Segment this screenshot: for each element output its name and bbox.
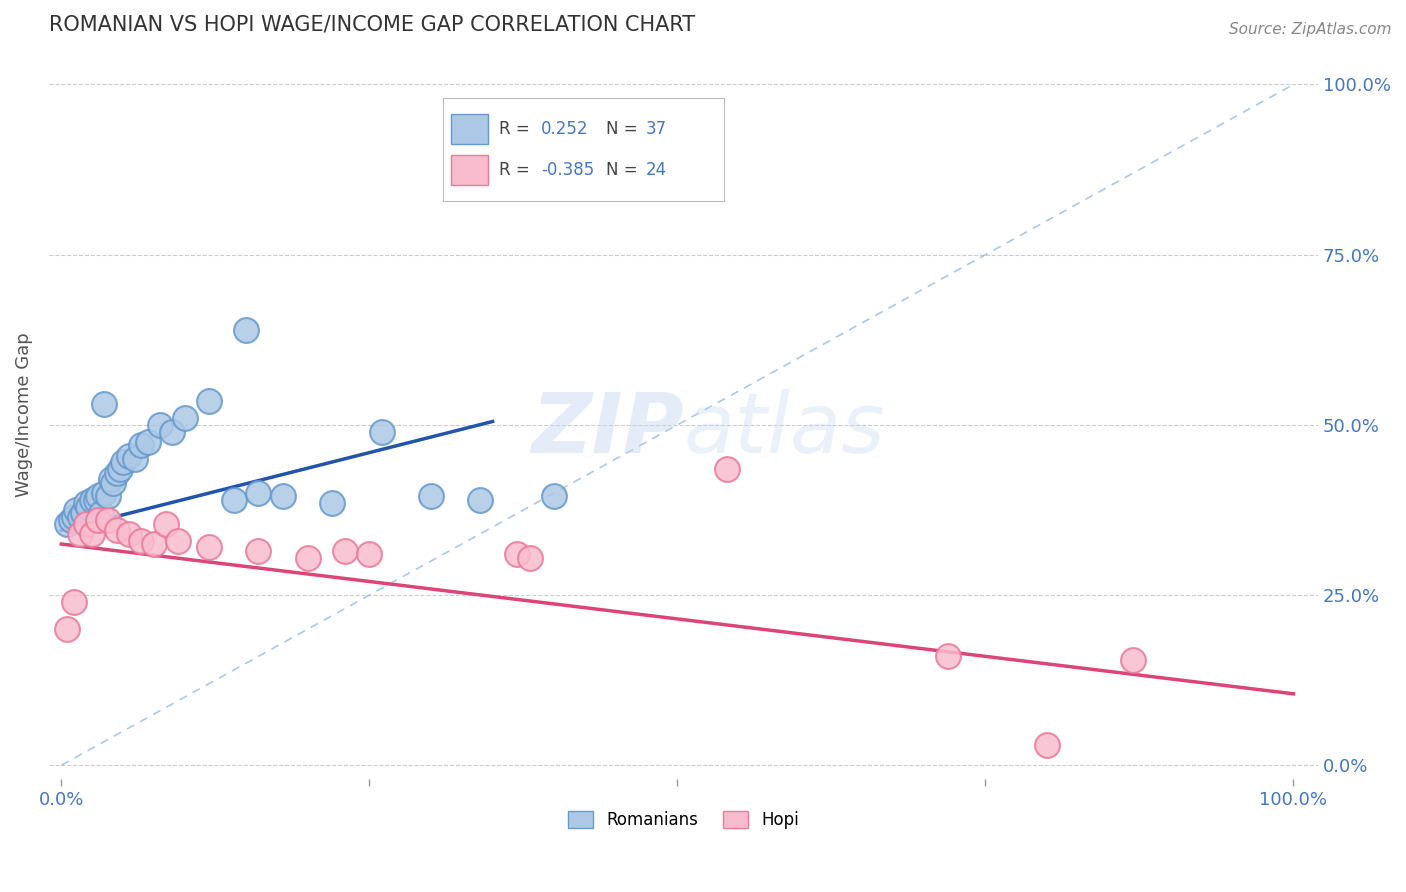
Point	[420, 489, 443, 503]
Point	[160, 425, 183, 439]
Point	[82, 526, 104, 541]
Point	[93, 486, 115, 500]
Point	[333, 544, 356, 558]
Text: ZIP: ZIP	[531, 389, 683, 470]
Point	[142, 537, 165, 551]
Point	[72, 507, 94, 521]
Text: R =: R =	[499, 161, 530, 179]
Point	[506, 547, 529, 561]
Point	[297, 550, 319, 565]
Text: 37: 37	[645, 120, 666, 138]
Point	[77, 500, 100, 514]
Text: R =: R =	[499, 120, 530, 138]
Point	[155, 516, 177, 531]
Point	[118, 449, 141, 463]
Text: atlas: atlas	[683, 389, 886, 470]
Point	[173, 411, 195, 425]
Text: -0.385: -0.385	[541, 161, 595, 179]
Point	[938, 649, 960, 664]
Y-axis label: Wage/Income Gap: Wage/Income Gap	[15, 333, 32, 497]
Point	[222, 492, 245, 507]
Point	[118, 526, 141, 541]
Point	[101, 475, 124, 490]
Point	[716, 462, 738, 476]
Point	[235, 322, 257, 336]
Point	[167, 533, 190, 548]
Point	[247, 486, 270, 500]
Text: ROMANIAN VS HOPI WAGE/INCOME GAP CORRELATION CHART: ROMANIAN VS HOPI WAGE/INCOME GAP CORRELA…	[49, 15, 695, 35]
Legend: Romanians, Hopi: Romanians, Hopi	[561, 805, 806, 836]
Point	[75, 496, 97, 510]
Point	[84, 492, 107, 507]
Point	[100, 472, 122, 486]
Point	[97, 513, 120, 527]
Point	[105, 524, 128, 538]
Point	[543, 489, 565, 503]
Point	[470, 492, 492, 507]
FancyBboxPatch shape	[451, 113, 488, 145]
Point	[1036, 738, 1059, 752]
Text: 24: 24	[645, 161, 666, 179]
Text: N =: N =	[606, 161, 637, 179]
Point	[149, 417, 172, 432]
Text: N =: N =	[606, 120, 637, 138]
Point	[111, 455, 134, 469]
Point	[97, 489, 120, 503]
Point	[69, 509, 91, 524]
Point	[56, 516, 79, 531]
Point	[62, 509, 84, 524]
Point	[65, 503, 87, 517]
Text: 0.252: 0.252	[541, 120, 589, 138]
Point	[136, 434, 159, 449]
Point	[87, 489, 110, 503]
Point	[198, 394, 221, 409]
Point	[82, 492, 104, 507]
Point	[60, 513, 83, 527]
Point	[62, 595, 84, 609]
FancyBboxPatch shape	[451, 154, 488, 186]
Point	[370, 425, 392, 439]
Point	[87, 513, 110, 527]
Point	[198, 541, 221, 555]
Point	[110, 462, 132, 476]
Point	[271, 489, 294, 503]
Point	[75, 516, 97, 531]
Point	[1122, 653, 1144, 667]
Point	[90, 507, 112, 521]
Point	[131, 533, 153, 548]
Point	[69, 526, 91, 541]
Point	[124, 452, 146, 467]
Point	[519, 550, 541, 565]
Point	[321, 496, 343, 510]
Point	[247, 544, 270, 558]
Point	[359, 547, 381, 561]
Point	[93, 397, 115, 411]
Text: Source: ZipAtlas.com: Source: ZipAtlas.com	[1229, 22, 1392, 37]
Point	[105, 466, 128, 480]
Point	[56, 622, 79, 636]
Point	[131, 438, 153, 452]
